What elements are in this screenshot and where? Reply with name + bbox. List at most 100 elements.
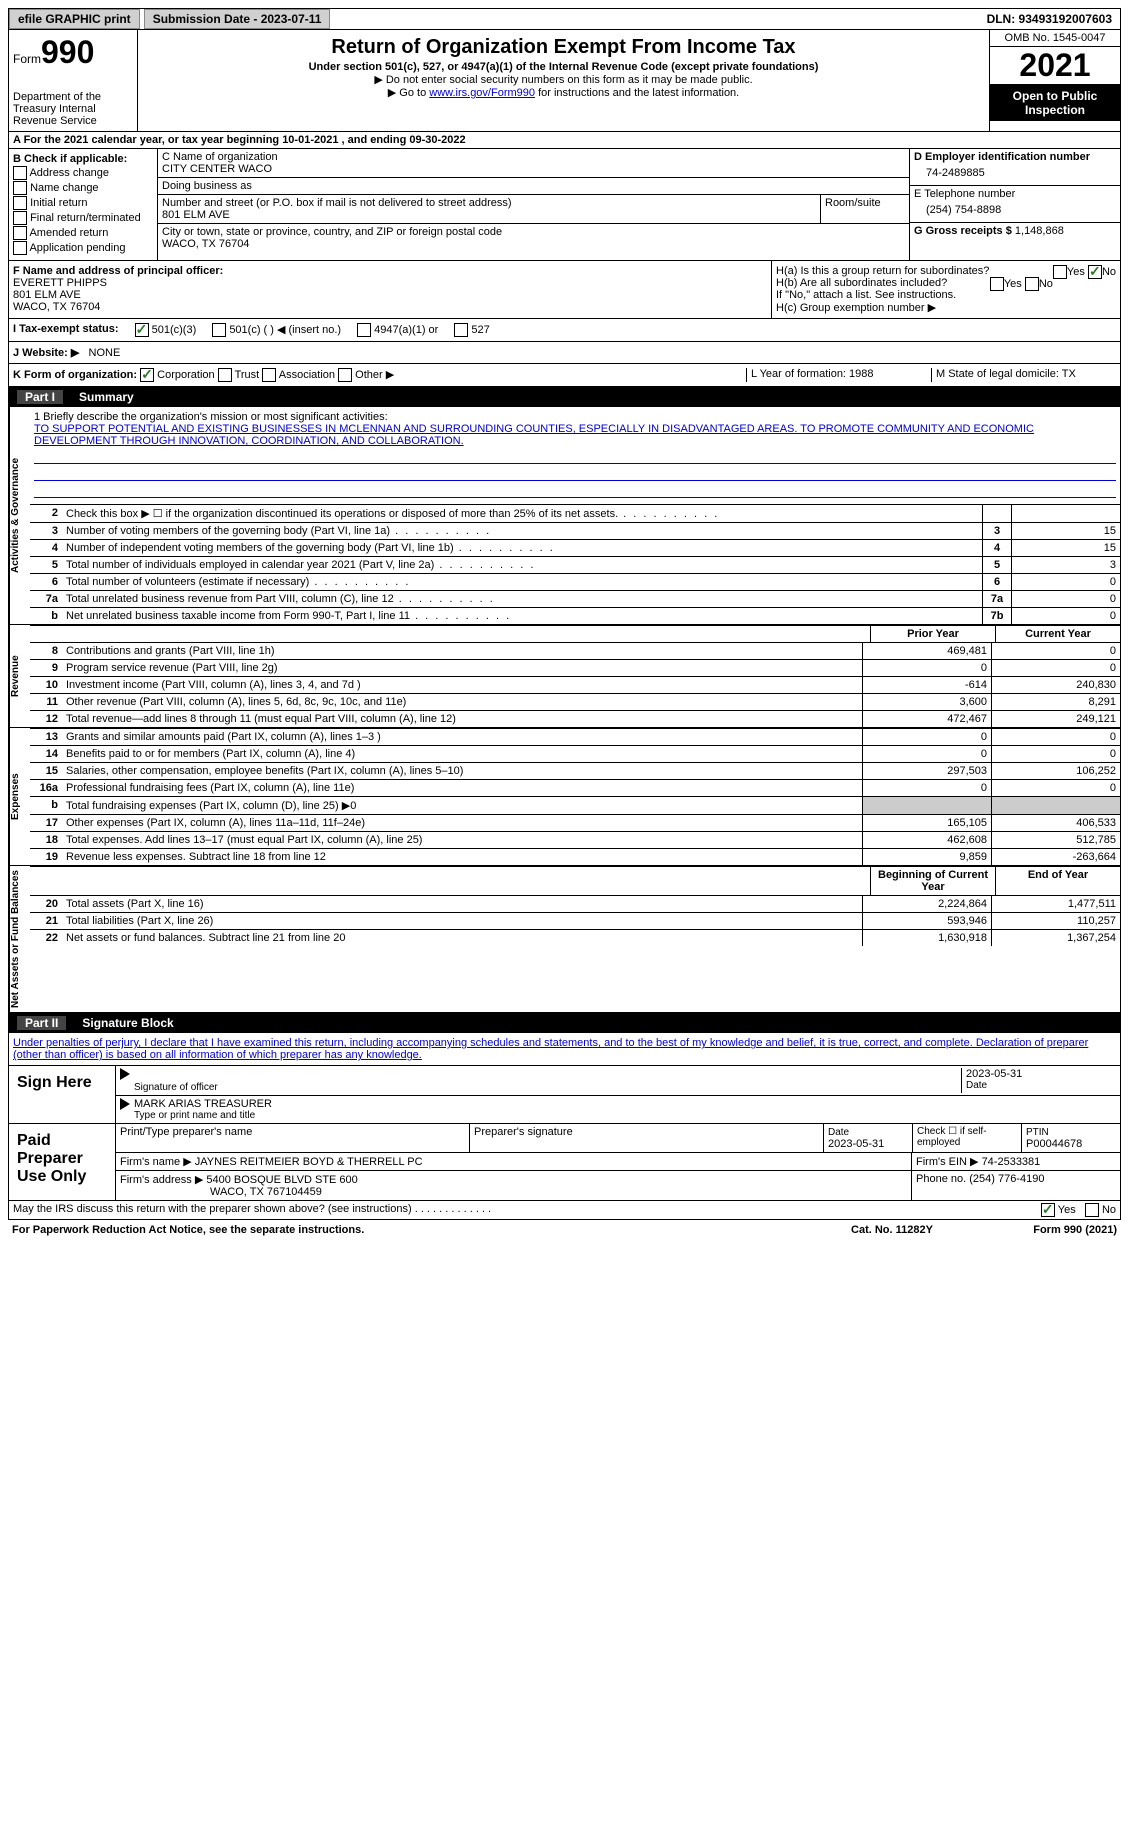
hb-note: If "No," attach a list. See instructions… [776,289,1116,301]
phone-value: (254) 754-8898 [914,200,1116,220]
signature-declaration: Under penalties of perjury, I declare th… [8,1033,1121,1066]
arrow-icon [120,1068,130,1080]
arrow-icon [120,1098,130,1110]
table-row: 19Revenue less expenses. Subtract line 1… [30,848,1120,865]
section-fh: F Name and address of principal officer:… [8,261,1121,319]
form-title: Return of Organization Exempt From Incom… [142,36,985,59]
mission-text: TO SUPPORT POTENTIAL AND EXISTING BUSINE… [34,423,1116,447]
prep-date: 2023-05-31 [828,1138,884,1150]
part1-header: Part I Summary [8,387,1121,407]
tax-year: 2021 [990,47,1120,85]
form-header: Form990 Department of the Treasury Inter… [8,30,1121,132]
prep-addr1: 5400 BOSQUE BLVD STE 600 [206,1174,357,1186]
topbar: efile GRAPHIC print Submission Date - 20… [8,8,1121,30]
org-name: CITY CENTER WACO [162,163,905,175]
prep-phone: (254) 776-4190 [969,1173,1044,1185]
table-row: 20Total assets (Part X, line 16)2,224,86… [30,895,1120,912]
prep-name-label: Print/Type preparer's name [116,1124,470,1152]
prior-year-header: Prior Year [870,626,995,642]
city-value: WACO, TX 76704 [162,238,905,250]
row-k: K Form of organization: Corporation Trus… [8,364,1121,387]
table-row: 18Total expenses. Add lines 13–17 (must … [30,831,1120,848]
dba-label: Doing business as [162,180,905,192]
form-number: Form990 [13,34,133,71]
revenue-section: Revenue Prior Year Current Year 8Contrib… [8,625,1121,728]
website-row: J Website: ▶ NONE [8,342,1121,364]
officer-addr1: 801 ELM AVE [13,289,767,301]
sig-date: 2023-05-31 [966,1068,1116,1080]
end-year-header: End of Year [995,867,1120,895]
table-row: 9Program service revenue (Part VIII, lin… [30,659,1120,676]
table-row: 21Total liabilities (Part X, line 26)593… [30,912,1120,929]
sig-name-label: Type or print name and title [134,1110,1116,1121]
gov-row: 2Check this box ▶ ☐ if the organization … [30,504,1120,522]
ein-value: 74-2489885 [914,163,1116,183]
city-label: City or town, state or province, country… [162,226,905,238]
ha-label: H(a) Is this a group return for subordin… [776,265,1116,277]
tax-status-row: I Tax-exempt status: 501(c)(3) 501(c) ( … [8,319,1121,342]
table-row: 13Grants and similar amounts paid (Part … [30,728,1120,745]
open-public-badge: Open to Public Inspection [990,85,1120,121]
table-row: 14Benefits paid to or for members (Part … [30,745,1120,762]
gov-row: 4Number of independent voting members of… [30,539,1120,556]
gov-row: 6Total number of volunteers (estimate if… [30,573,1120,590]
officer-addr2: WACO, TX 76704 [13,301,767,313]
sign-here-label: Sign Here [9,1066,116,1123]
paid-preparer-block: Paid Preparer Use Only Print/Type prepar… [8,1124,1121,1201]
prep-firm: JAYNES REITMEIER BOYD & THERRELL PC [195,1156,423,1168]
col-b-checkboxes: B Check if applicable: Address change Na… [9,149,158,260]
section-bcd: B Check if applicable: Address change Na… [8,149,1121,261]
irs-link[interactable]: www.irs.gov/Form990 [429,87,535,99]
gov-row: 3Number of voting members of the governi… [30,522,1120,539]
efile-button[interactable]: efile GRAPHIC print [9,9,140,29]
omb-number: OMB No. 1545-0047 [990,30,1120,47]
dept-label: Department of the Treasury Internal Reve… [13,91,133,127]
gov-row: bNet unrelated business taxable income f… [30,607,1120,624]
table-row: bTotal fundraising expenses (Part IX, co… [30,796,1120,814]
expenses-section: Expenses 13Grants and similar amounts pa… [8,728,1121,866]
mission-label: 1 Briefly describe the organization's mi… [34,411,1116,423]
table-row: 8Contributions and grants (Part VIII, li… [30,642,1120,659]
netassets-section: Net Assets or Fund Balances Beginning of… [8,866,1121,1013]
form-subtitle: Under section 501(c), 527, or 4947(a)(1)… [142,61,985,73]
row-a-tax-year: A For the 2021 calendar year, or tax yea… [8,132,1121,149]
prep-ptin: P00044678 [1026,1138,1082,1150]
sig-date-label: Date [966,1080,1116,1091]
addr-value: 801 ELM AVE [162,209,816,221]
ein-label: D Employer identification number [914,151,1116,163]
table-row: 22Net assets or fund balances. Subtract … [30,929,1120,946]
gross-label: G Gross receipts $ [914,225,1012,237]
table-row: 16aProfessional fundraising fees (Part I… [30,779,1120,796]
side-expenses: Expenses [9,728,30,865]
gross-value: 1,148,868 [1015,225,1064,237]
sig-officer-label: Signature of officer [134,1082,961,1093]
table-row: 10Investment income (Part VIII, column (… [30,676,1120,693]
current-year-header: Current Year [995,626,1120,642]
officer-label: F Name and address of principal officer: [13,265,767,277]
part2-header: Part II Signature Block [8,1013,1121,1033]
prep-self-emp: Check ☐ if self-employed [913,1124,1022,1152]
form-note-2: ▶ Go to www.irs.gov/Form990 for instruct… [142,86,985,99]
prep-addr2: WACO, TX 767104459 [210,1186,322,1198]
begin-year-header: Beginning of Current Year [870,867,995,895]
side-activities: Activities & Governance [9,407,30,624]
submission-date: Submission Date - 2023-07-11 [144,9,331,29]
side-revenue: Revenue [9,625,30,727]
dln: DLN: 93493192007603 [987,12,1120,26]
table-row: 17Other expenses (Part IX, column (A), l… [30,814,1120,831]
addr-label: Number and street (or P.O. box if mail i… [162,197,816,209]
hc-label: H(c) Group exemption number ▶ [776,301,1116,314]
prep-sig-label: Preparer's signature [470,1124,824,1152]
table-row: 11Other revenue (Part VIII, column (A), … [30,693,1120,710]
room-label: Room/suite [821,195,909,223]
org-name-label: C Name of organization [162,151,905,163]
gov-row: 7aTotal unrelated business revenue from … [30,590,1120,607]
form-note-1: ▶ Do not enter social security numbers o… [142,73,985,86]
table-row: 12Total revenue—add lines 8 through 11 (… [30,710,1120,727]
table-row: 15Salaries, other compensation, employee… [30,762,1120,779]
footer-question: May the IRS discuss this return with the… [8,1201,1121,1220]
prep-ein: 74-2533381 [982,1156,1041,1168]
gov-row: 5Total number of individuals employed in… [30,556,1120,573]
sig-name: MARK ARIAS TREASURER [134,1098,1116,1110]
side-netassets: Net Assets or Fund Balances [9,866,30,1012]
